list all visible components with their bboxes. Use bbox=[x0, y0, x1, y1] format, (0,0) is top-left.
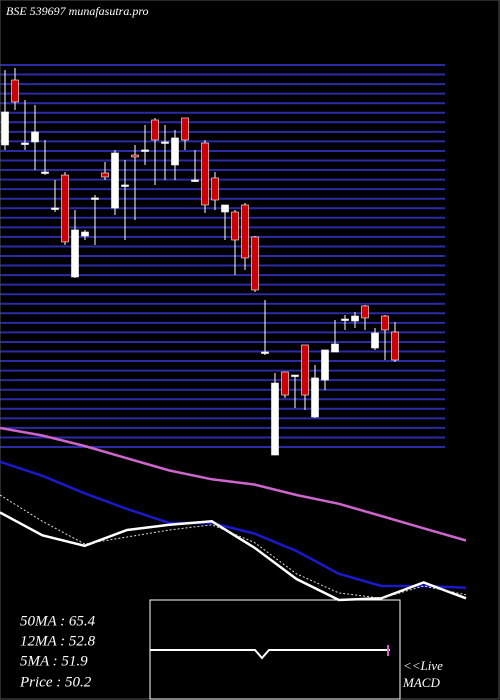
candle-body bbox=[321, 349, 329, 381]
candle-body bbox=[221, 204, 229, 213]
price-grid bbox=[0, 64, 445, 448]
candle-body bbox=[21, 142, 29, 145]
candle-body bbox=[351, 315, 359, 322]
candle-body bbox=[231, 211, 239, 241]
candle-body bbox=[391, 331, 399, 361]
candle-body bbox=[381, 315, 389, 331]
candle-body bbox=[61, 174, 69, 243]
legend-ma50: 50MA : 65.4 bbox=[20, 613, 96, 629]
indicator-line bbox=[0, 460, 467, 590]
candle-body bbox=[41, 171, 49, 174]
candle-body bbox=[111, 152, 119, 209]
candle-body bbox=[71, 229, 79, 278]
candle-body bbox=[1, 111, 9, 146]
candle-body bbox=[311, 377, 319, 418]
candle-body bbox=[211, 177, 219, 201]
candle-body bbox=[51, 207, 59, 210]
candle-body bbox=[241, 204, 249, 259]
candle-body bbox=[251, 236, 259, 291]
legend-price: Price : 50.2 bbox=[19, 674, 92, 690]
candle-body bbox=[31, 131, 39, 143]
candle-body bbox=[171, 137, 179, 166]
candle-body bbox=[301, 344, 309, 396]
legend-ma12: 12MA : 52.8 bbox=[20, 633, 96, 649]
candle-body bbox=[141, 149, 149, 152]
chart-title: BSE 539697 munafasutra.pro bbox=[6, 4, 149, 18]
indicator-line bbox=[0, 511, 467, 602]
candle-body bbox=[371, 332, 379, 349]
candle-body bbox=[161, 141, 169, 144]
candle-body bbox=[341, 318, 349, 321]
indicator-line bbox=[0, 494, 467, 599]
legend-ma5: 5MA : 51.9 bbox=[20, 653, 88, 669]
candle-body bbox=[101, 172, 109, 178]
candle-body bbox=[91, 197, 99, 200]
indicator-line bbox=[0, 426, 467, 542]
candle-body bbox=[201, 142, 209, 206]
candle-body bbox=[81, 231, 89, 237]
candle-body bbox=[181, 117, 189, 141]
candle-body bbox=[281, 371, 289, 396]
macd-label: MACD bbox=[402, 675, 440, 690]
macd-line bbox=[150, 649, 390, 660]
candle-body bbox=[261, 351, 269, 354]
macd-live: <<Live bbox=[403, 658, 443, 673]
candle-body bbox=[331, 343, 339, 353]
candle-body bbox=[361, 305, 369, 319]
candle-body bbox=[271, 382, 279, 456]
candle-body bbox=[151, 119, 159, 141]
candle-body bbox=[121, 184, 129, 187]
candle-body bbox=[131, 154, 139, 158]
candle-body bbox=[291, 374, 299, 377]
candle-body bbox=[11, 79, 19, 103]
candle-body bbox=[191, 179, 199, 182]
